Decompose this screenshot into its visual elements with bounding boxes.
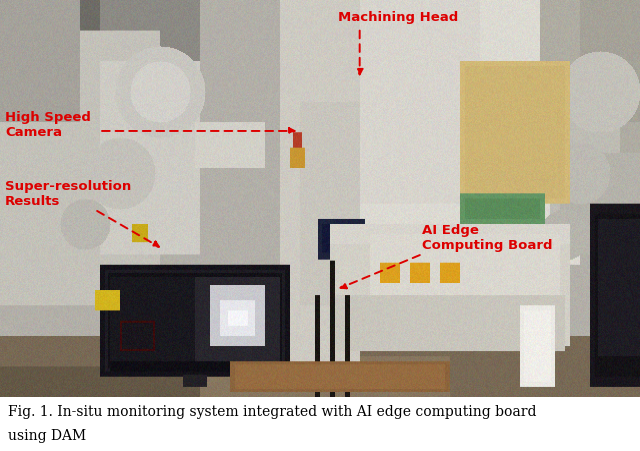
Text: High Speed
Camera: High Speed Camera bbox=[5, 111, 91, 139]
Text: AI Edge
Computing Board: AI Edge Computing Board bbox=[422, 224, 553, 252]
Text: Super-resolution
Results: Super-resolution Results bbox=[5, 180, 131, 208]
Text: Fig. 1. In-situ monitoring system integrated with AI edge computing board: Fig. 1. In-situ monitoring system integr… bbox=[8, 405, 536, 419]
Text: using DAM: using DAM bbox=[8, 429, 86, 443]
Text: Machining Head: Machining Head bbox=[338, 11, 458, 24]
